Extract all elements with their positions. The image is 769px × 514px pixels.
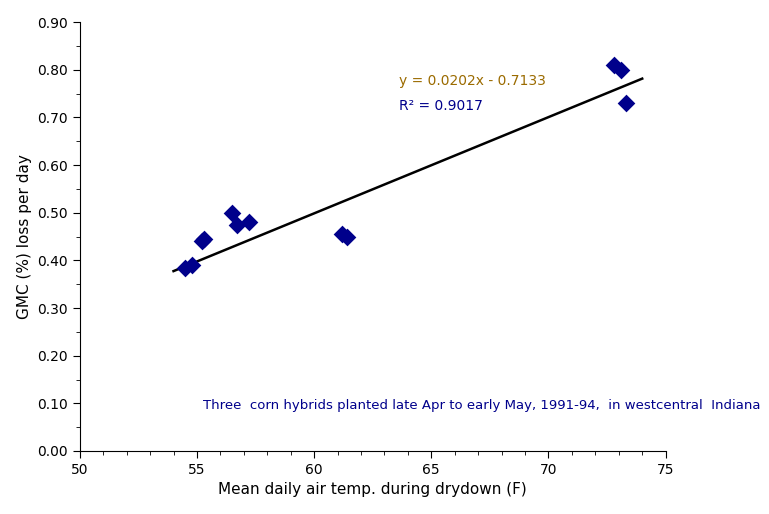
Point (341, 232, 353, 241)
Text: Three  corn hybrids planted late Apr to early May, 1991-94,  in westcentral  Ind: Three corn hybrids planted late Apr to e… (203, 399, 761, 412)
Point (620, 99, 632, 107)
X-axis label: Mean daily air temp. during drydown (F): Mean daily air temp. during drydown (F) (218, 482, 527, 498)
Point (226, 209, 238, 217)
Y-axis label: GMC (%) loss per day: GMC (%) loss per day (17, 154, 32, 319)
Point (198, 235, 210, 243)
Point (242, 218, 255, 226)
Text: y = 0.0202x - 0.7133: y = 0.0202x - 0.7133 (399, 74, 546, 87)
Point (186, 261, 198, 269)
Point (195, 237, 208, 246)
Point (179, 264, 191, 272)
Point (336, 230, 348, 238)
Text: R² = 0.9017: R² = 0.9017 (399, 99, 483, 114)
Point (608, 61, 621, 69)
Point (615, 66, 628, 74)
Point (231, 221, 243, 229)
